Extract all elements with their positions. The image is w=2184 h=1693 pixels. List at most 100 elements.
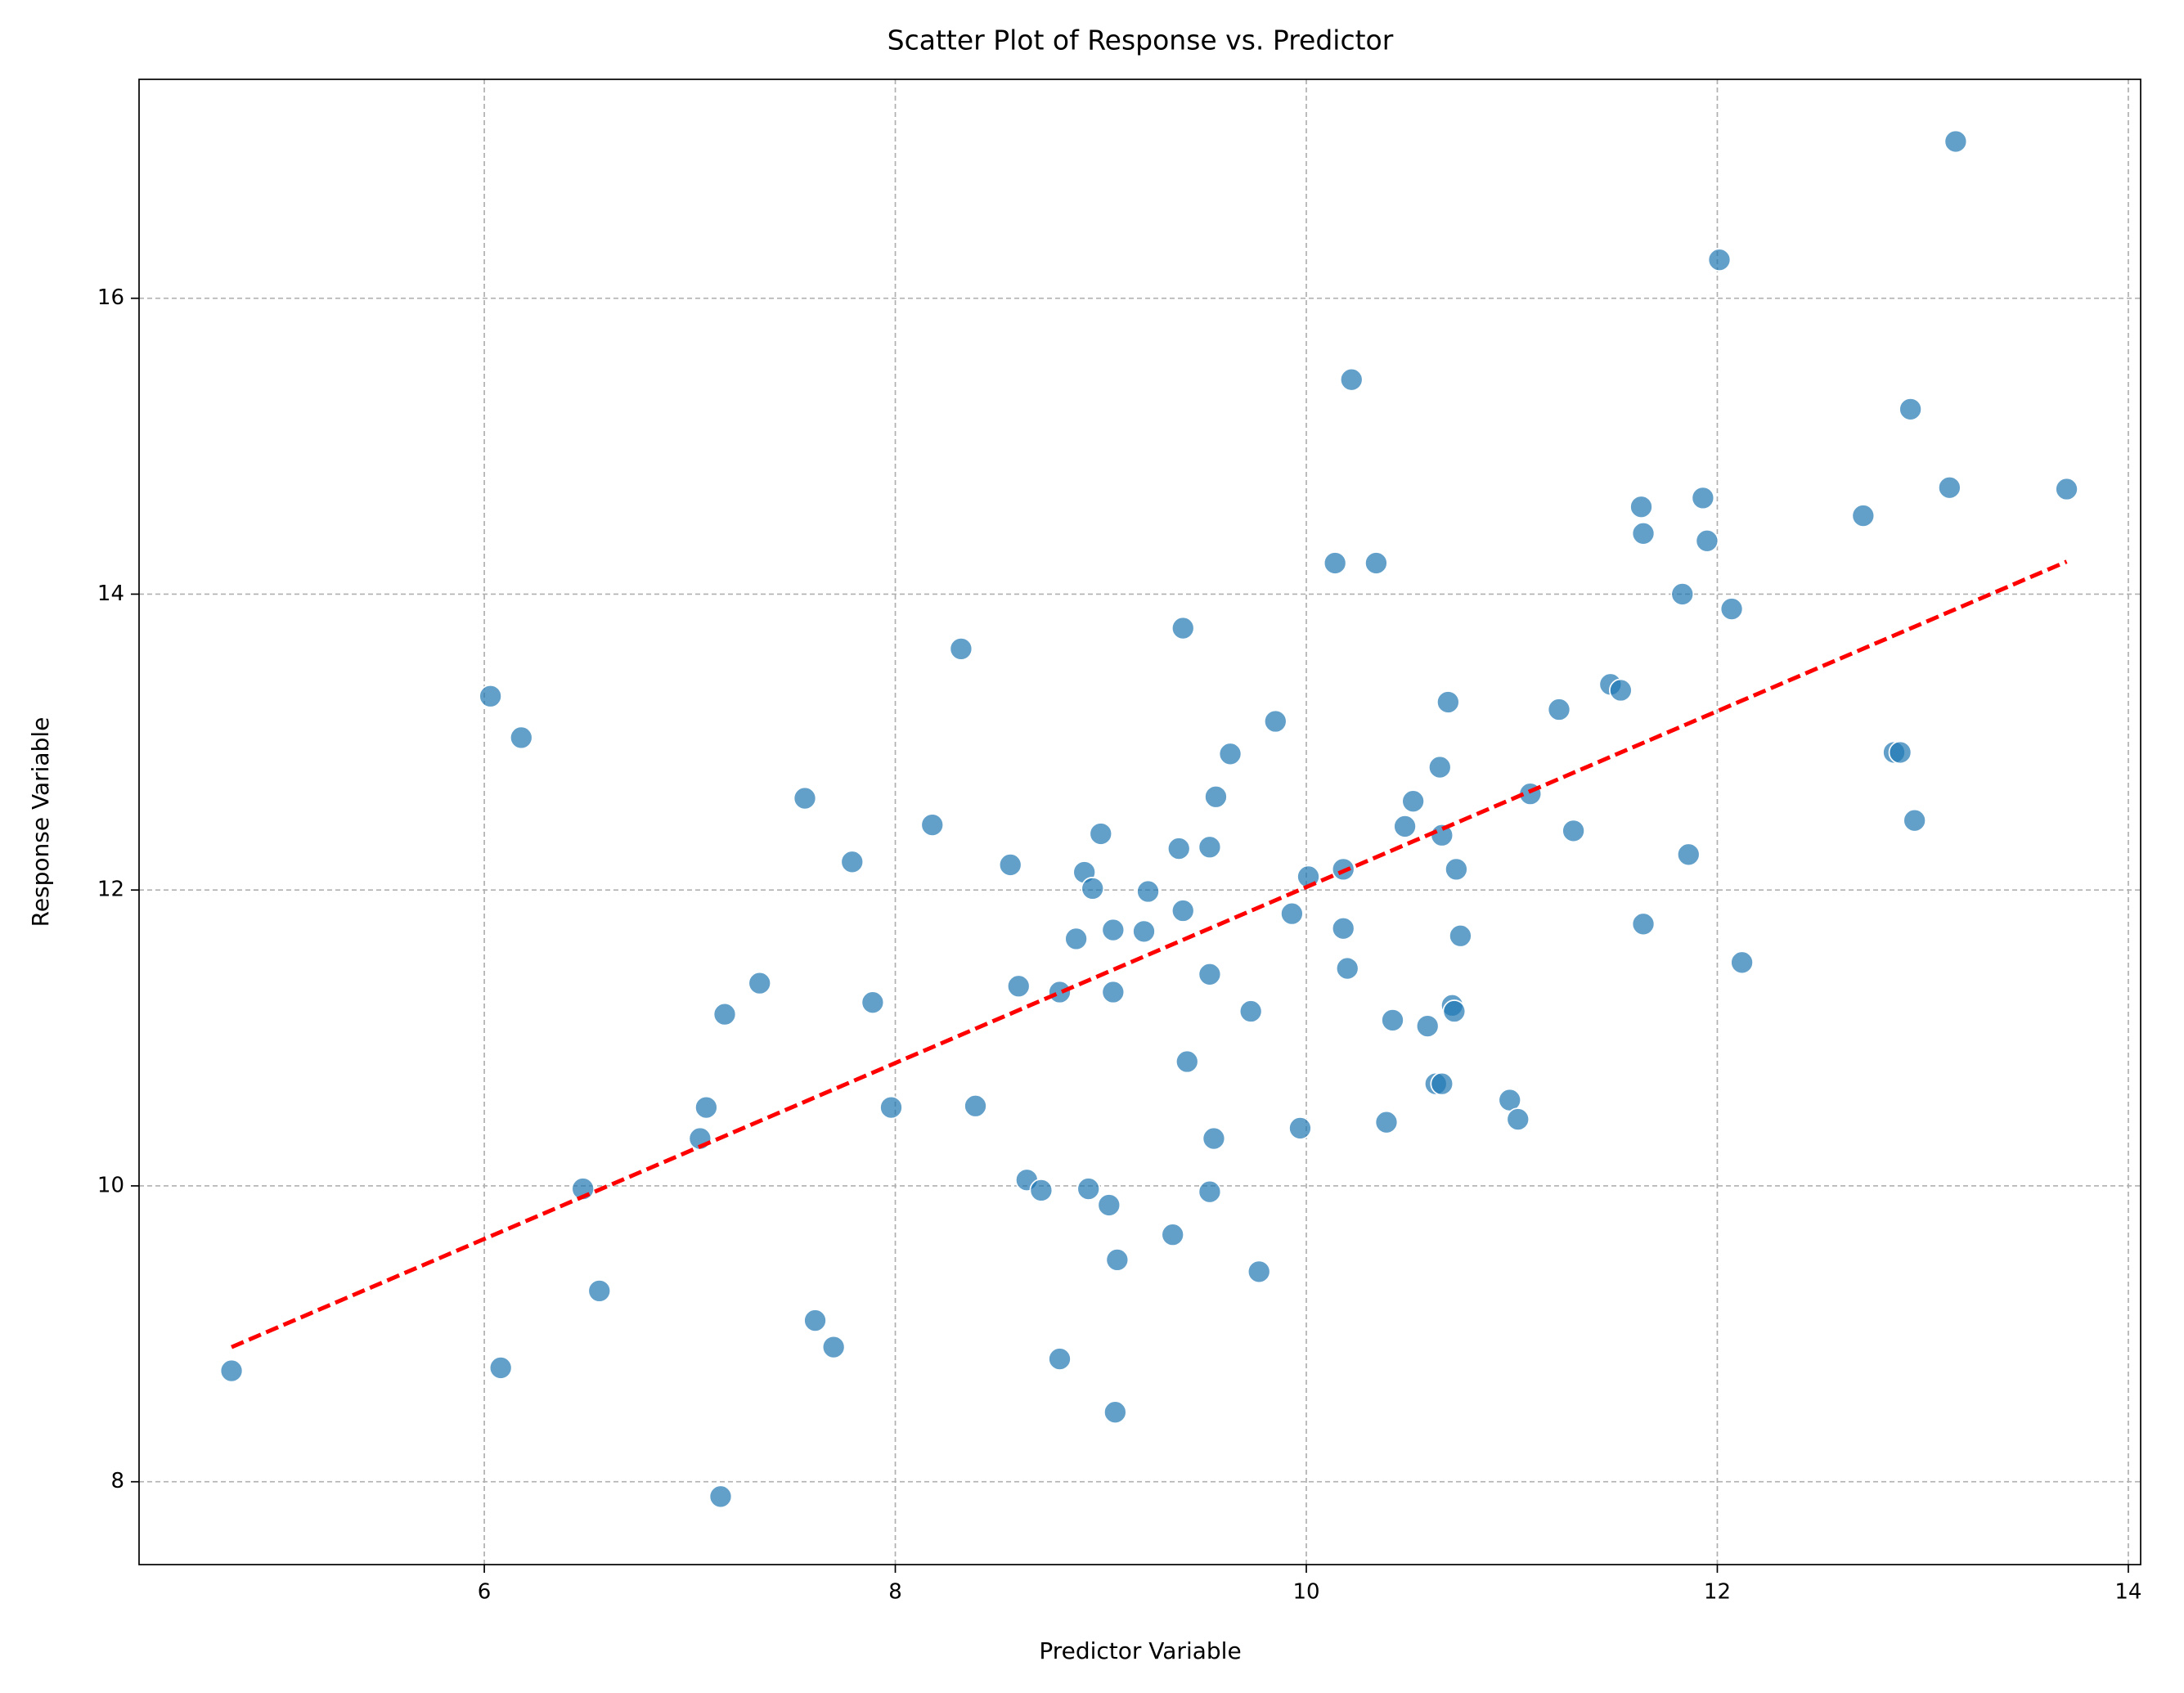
point [1393,815,1417,838]
point [748,971,772,995]
point [1888,740,1912,765]
point [1903,808,1926,833]
point [803,1309,827,1332]
point [821,1335,846,1359]
point [1629,495,1653,519]
point [840,850,865,874]
point [1430,1071,1454,1096]
point [1202,1126,1226,1151]
point [1006,974,1031,999]
trend-line [231,559,2068,1349]
x-tick-label: 6 [478,1580,492,1605]
point [509,725,533,750]
point [1442,999,1467,1023]
point [1449,923,1472,948]
plot-frame [138,79,2141,1565]
point [1171,899,1195,923]
y-tick-label: 8 [110,1469,124,1493]
point [1445,857,1468,882]
point [1247,1260,1271,1284]
point [694,1095,718,1120]
point [998,853,1022,877]
point [1899,397,1922,421]
point [1730,950,1754,975]
point [1506,1107,1530,1131]
point [1851,504,1876,528]
point [1695,528,1719,553]
point [793,786,817,811]
point [1609,678,1633,703]
point [1670,582,1695,606]
point [1562,819,1585,843]
point [1938,475,1962,500]
point [1132,919,1156,944]
point [1427,755,1452,779]
point [587,1279,612,1303]
point [1263,709,1287,734]
point [949,637,973,661]
point [1175,1049,1199,1074]
x-tick-label: 12 [1704,1580,1731,1605]
x-tick-label: 10 [1292,1580,1319,1605]
point [1105,1248,1130,1272]
point [964,1093,987,1118]
point [1171,616,1195,640]
point [1707,248,1732,272]
y-tick-label: 16 [97,285,124,310]
point [1323,551,1347,575]
point [708,1484,733,1509]
point [1204,784,1228,809]
chart-title: Scatter Plot of Response vs. Predictor [888,25,1394,56]
point [1631,912,1656,936]
point [1064,927,1088,951]
point [1335,956,1359,981]
y-axis-label: Response Variable [27,717,54,927]
point [1374,1110,1399,1134]
point [1415,1014,1440,1038]
point [2055,477,2078,501]
point [479,684,502,708]
point [1339,367,1364,392]
point [1719,597,1744,621]
point [712,1002,737,1026]
point [1081,877,1105,900]
point [1547,698,1571,721]
point [1436,690,1460,714]
point [1944,129,1968,154]
point [1048,980,1072,1004]
point [1331,916,1355,941]
point [219,1358,244,1383]
point [1238,999,1263,1023]
point [1676,842,1701,867]
point [1280,901,1304,926]
point [920,813,945,837]
y-tick-label: 14 [97,582,124,606]
x-axis-label: Predictor Variable [1039,1637,1241,1664]
point [1288,1116,1312,1140]
point [1103,1400,1127,1425]
point [1076,1177,1101,1201]
point [1198,962,1222,986]
point [1101,918,1126,942]
point [1198,1179,1222,1204]
point [1691,486,1715,510]
point [1097,1193,1121,1217]
point [1218,742,1243,766]
point [1631,521,1656,546]
point [1161,1223,1185,1246]
point [1198,835,1222,860]
point [879,1095,903,1120]
point [1089,822,1113,846]
y-tick-label: 10 [97,1173,124,1197]
y-tick-label: 12 [97,878,124,902]
point [1401,789,1425,814]
point [1029,1179,1054,1202]
x-tick-label: 14 [2114,1580,2141,1605]
point [1101,980,1126,1004]
x-tick-label: 8 [888,1580,902,1605]
point [861,990,885,1015]
point [488,1356,513,1380]
point [1381,1008,1404,1032]
point [1048,1347,1072,1371]
